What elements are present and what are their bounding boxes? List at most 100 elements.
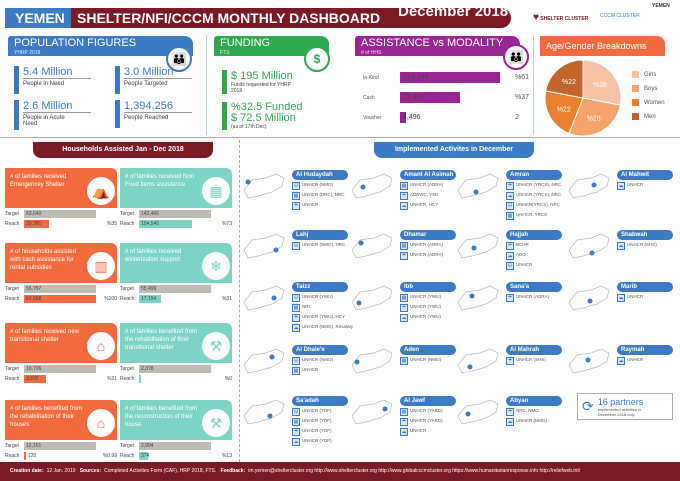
creation-date: 12 Jan. 2019 — [46, 468, 76, 474]
activity-icon: ⛁ — [292, 294, 300, 302]
target-label: Target — [5, 365, 19, 372]
activity-icon: ☁ — [506, 418, 514, 426]
activity-item: ▦ UNHCR (NMO) — [400, 357, 466, 365]
activity-item: ☁ UNHCR — [617, 357, 680, 365]
modality-panel: ASSISTANCE vs MODALITY # of HHS 👪 In-Kind… — [355, 36, 530, 123]
activity-item: ▦ UNHCR (YARD) — [400, 408, 466, 416]
governorate-block: Al Jawf ▦ UNHCR (YARD) ☂ UNHCR (YARD) ☁ UNHCR — [400, 396, 466, 436]
activity-partner: UNHCR (NMO) — [410, 357, 441, 362]
reach-bar: 120 — [24, 451, 36, 460]
activity-item: ☂ NRC, NMO — [506, 408, 572, 416]
governorate-map — [456, 232, 500, 260]
activity-item: ⛁ UNHCR (YWU) — [292, 294, 358, 302]
reach-pct: %73 — [221, 220, 232, 227]
governorate-name: Al Mahwit — [617, 170, 673, 180]
reach-label: Reach — [5, 375, 20, 382]
activity-item: ☁ UNHCR — [617, 294, 680, 302]
cccm-cluster-logo: CCCM CLUSTER — [600, 13, 640, 19]
activity-item: ☁ UNHCR — [400, 428, 466, 436]
family-icon: 👪 — [166, 46, 192, 72]
activity-partner: UNHCR (YDF) — [302, 428, 332, 433]
reach-bar: 67,568 — [24, 294, 96, 303]
activity-item: ☂ UNHCR (ADRA) — [400, 252, 466, 260]
activity-item: ☁ UNHCR (NMO), Resalaty — [292, 324, 358, 332]
modality-bar: 4,496 — [400, 112, 421, 123]
target-row: Target 2,378 — [120, 364, 232, 373]
divider — [0, 137, 680, 138]
governorate-map — [242, 347, 286, 375]
governorate-map — [350, 172, 394, 200]
target-row: Target 83,640 — [5, 209, 117, 218]
activity-partner: UNHCR (YDF) — [302, 418, 332, 423]
activity-partner: UNHCR (NMO) — [302, 357, 333, 362]
modality-label: Cash — [363, 95, 375, 101]
activity-icon: ▦ — [506, 212, 514, 220]
governorate-name: Dhamar — [400, 230, 456, 240]
activity-item: ▦ UNHCR (ADRA) — [400, 242, 466, 250]
partners-count: 16 partners — [597, 396, 644, 407]
activity-partner: UNHCR (ADRA) — [516, 294, 549, 299]
activity-partner: UNHCR — [627, 357, 644, 362]
legend-swatch — [632, 113, 639, 120]
target-label: Target — [120, 365, 134, 372]
legend-swatch — [632, 99, 639, 106]
footer: Creation date: 12 Jan. 2019 Sources: Compl… — [0, 462, 680, 481]
governorate-name: Shabwah — [617, 230, 673, 240]
feedback-links[interactable]: im.yemen@sheltercluster.org http://www.s… — [248, 468, 581, 474]
household-card: # of families received Non Food Items as… — [120, 168, 232, 228]
reach-label: Reach — [5, 220, 20, 227]
activity-icon: ☂ — [292, 428, 300, 436]
activity-icon: ☁ — [400, 428, 408, 436]
stat-people-in-need: 5.4 Million People in Need — [14, 66, 91, 94]
age-gender-pie: %28 %28 %22 %22 — [544, 59, 622, 137]
governorate-name: Hajjah — [506, 230, 562, 240]
governorate-name: Al Hudaydah — [292, 170, 348, 180]
activity-partner: ADO — [516, 252, 526, 257]
reach-label: Reach — [5, 452, 20, 459]
reach-pct: %100 — [104, 295, 117, 302]
activity-item: ⛁ UNHCR (NMO) — [292, 182, 358, 190]
logo-country: YEMEN — [652, 3, 670, 9]
reach-pct: %0.99 — [102, 452, 117, 459]
activity-icon: ⛁ — [292, 357, 300, 365]
funding-title: FUNDING FTS — [214, 36, 329, 56]
funds-received: %32.5 Funded $ 72.5 Million (as of 17th De… — [222, 102, 303, 130]
reach-bar: 3,332 — [24, 374, 47, 383]
activity-partner: UNHCR (NMO) — [516, 418, 547, 423]
activity-icon: ▦ — [400, 242, 408, 250]
governorate-block: Marib ☁ UNHCR — [617, 282, 680, 302]
activity-item: ☁ UNHCR (YRCS), NRC — [506, 192, 572, 200]
activity-icon: ⛁ — [506, 262, 514, 270]
modality-bar: 129,399 — [400, 72, 500, 83]
households-section-title: Households Assisted Jan - Dec 2018 — [33, 142, 213, 158]
activity-partner: UNHCR (NMO), NRC — [302, 242, 346, 247]
activity-partner: UNHCR (ADRA) — [410, 252, 443, 257]
cash-icon: ▥ — [85, 250, 117, 282]
governorate-name: Al Dhale'e — [292, 345, 348, 355]
governorate-map — [350, 284, 394, 312]
activity-item: ☁ UNHCR — [617, 182, 680, 190]
activity-icon: ☂ — [400, 192, 408, 200]
activity-icon: ▦ — [400, 182, 408, 190]
activity-icon: ⛁ — [506, 202, 514, 210]
sources-label: Sources: — [79, 468, 102, 474]
house-icon: ⌂ — [85, 330, 117, 362]
stat-people-reached: 1,394,256 People Reached — [115, 100, 192, 128]
governorate-block: Al Hudaydah ⛁ UNHCR (NMO) ▦ UNHCR (DRC), NRC… — [292, 170, 358, 210]
population-title: POPULATION FIGURES YHRP 2018 — [8, 36, 193, 56]
modality-pct: 2 — [515, 114, 519, 121]
legend-item: Girls — [632, 71, 656, 78]
divider — [533, 35, 534, 135]
governorate-map — [350, 347, 394, 375]
logo-text: SHELTER CLUSTER — [540, 16, 589, 22]
governorate-block: Raymah ☁ UNHCR — [617, 345, 680, 365]
target-value: 83,640 — [24, 209, 96, 218]
activity-item: ▦ UNHCR (ADRA) — [400, 182, 466, 190]
reach-label: Reach — [5, 295, 20, 302]
activity-partner: UNHCR (SHS) — [627, 242, 657, 247]
governorate-map — [350, 398, 394, 426]
activity-partner: UNHCR (NMO) — [302, 182, 333, 187]
reach-pct: %13 — [221, 452, 232, 459]
sources: Completed Activities Form (CAF), HRP 201… — [104, 468, 217, 474]
activity-item: ▦ UNHCR — [292, 367, 358, 375]
